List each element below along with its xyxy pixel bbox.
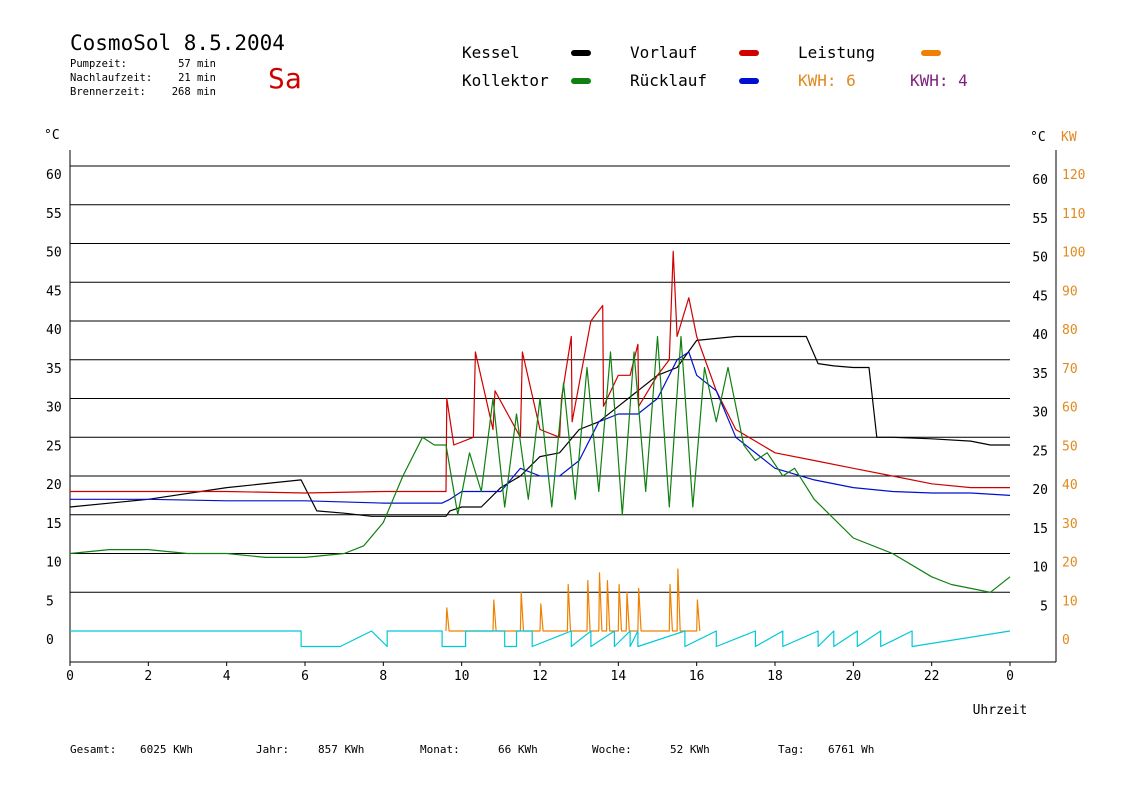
stat-value-brennerzeit: 268 min	[171, 86, 216, 98]
footer-label-tag: Tag:	[778, 743, 805, 756]
y2-tick-label-kw: 50	[1062, 439, 1078, 454]
y-tick-label-left: 50	[46, 246, 62, 261]
footer-label-gesamt: Gesamt:	[70, 743, 117, 756]
x-tick-label: 22	[924, 669, 940, 684]
y2-tick-label-kw: 10	[1062, 594, 1078, 609]
legend-swatch-ruecklauf	[739, 78, 759, 84]
footer-value-monat: 66 KWh	[498, 743, 538, 756]
y2-tick-label-kw: 30	[1062, 517, 1078, 532]
series-line-leistung	[445, 568, 701, 632]
x-tick-label: 14	[611, 669, 627, 684]
y-tick-label-left: 25	[46, 439, 62, 454]
y-tick-label-left: 35	[46, 362, 62, 377]
x-tick-label: 12	[532, 669, 548, 684]
footer-value-gesamt: 6025 KWh	[140, 743, 193, 756]
y-tick-label-left: 5	[46, 594, 54, 609]
y-tick-label-right: 5	[1040, 599, 1048, 614]
y-tick-label-right: 10	[1032, 561, 1048, 576]
x-tick-label: 0	[1006, 669, 1014, 684]
y2-tick-label-kw: 40	[1062, 478, 1078, 493]
y2-tick-label-kw: 110	[1062, 207, 1085, 222]
y-axis-unit-left: °C	[44, 128, 60, 143]
x-tick-label: 6	[301, 669, 309, 684]
y-tick-label-right: 35	[1032, 367, 1048, 382]
y2-tick-label-kw: 80	[1062, 323, 1078, 338]
y-tick-label-right: 50	[1032, 251, 1048, 266]
series-line-ruecklauf	[70, 351, 1011, 504]
x-tick-label: 8	[379, 669, 387, 684]
legend-kwh-leistung: KWH: 6	[798, 71, 856, 90]
y-tick-label-right: 60	[1032, 173, 1048, 188]
x-tick-label: 2	[144, 669, 152, 684]
y2-tick-label-kw: 120	[1062, 168, 1085, 183]
y2-tick-label-kw: 90	[1062, 284, 1078, 299]
x-tick-label: 18	[767, 669, 783, 684]
footer-label-monat: Monat:	[420, 743, 460, 756]
y-tick-label-left: 55	[46, 207, 62, 222]
y-tick-label-right: 40	[1032, 328, 1048, 343]
y2-axis-unit-kw: KW	[1061, 130, 1077, 145]
y-tick-label-left: 0	[46, 633, 54, 648]
legend-swatch-kessel	[571, 50, 591, 56]
y2-tick-label-kw: 0	[1062, 633, 1070, 648]
stat-label-brennerzeit: Brennerzeit:	[70, 86, 146, 98]
y2-tick-label-kw: 60	[1062, 401, 1078, 416]
x-axis-label: Uhrzeit	[973, 703, 1028, 718]
y-tick-label-left: 45	[46, 284, 62, 299]
y2-tick-label-kw: 70	[1062, 362, 1078, 377]
stat-label-pumpzeit: Pumpzeit:	[70, 58, 127, 70]
legend-label-ruecklauf: Rücklauf	[630, 71, 708, 90]
y-tick-label-left: 10	[46, 556, 62, 571]
y-tick-label-left: 40	[46, 323, 62, 338]
y-tick-label-left: 15	[46, 517, 62, 532]
y-tick-label-right: 20	[1032, 483, 1048, 498]
x-tick-label: 0	[66, 669, 74, 684]
footer-value-jahr: 857 KWh	[318, 743, 365, 756]
legend-swatch-leistung	[921, 50, 941, 56]
y2-tick-label-kw: 100	[1062, 246, 1085, 261]
y-tick-label-left: 20	[46, 478, 62, 493]
legend-kwh-kollektor: KWH: 4	[910, 71, 968, 90]
chart-title: CosmoSol 8.5.2004	[70, 31, 285, 55]
stat-label-nachlaufzeit: Nachlaufzeit:	[70, 72, 153, 84]
y-tick-label-right: 45	[1032, 289, 1048, 304]
x-tick-label: 20	[846, 669, 862, 684]
y-tick-label-right: 15	[1032, 522, 1048, 537]
footer-value-woche: 52 KWh	[670, 743, 710, 756]
legend-label-kollektor: Kollektor	[462, 71, 549, 90]
y-tick-label-right: 55	[1032, 212, 1048, 227]
x-tick-label: 16	[689, 669, 705, 684]
y-tick-label-left: 30	[46, 401, 62, 416]
y-tick-label-left: 60	[46, 168, 62, 183]
series-line-pumpe	[70, 630, 1011, 648]
stat-value-pumpzeit: 57 min	[178, 58, 216, 70]
y-tick-label-right: 30	[1032, 406, 1048, 421]
footer-label-jahr: Jahr:	[256, 743, 290, 756]
legend-label-leistung: Leistung	[798, 43, 876, 62]
y-axis-unit-right: °C	[1030, 130, 1046, 145]
y-tick-label-right: 25	[1032, 444, 1048, 459]
series-line-kollektor	[69, 335, 1011, 593]
weekday-label: Sa	[268, 62, 302, 95]
series-line-vorlauf	[70, 250, 1010, 494]
x-tick-label: 4	[223, 669, 231, 684]
legend-swatch-kollektor	[571, 78, 591, 84]
footer-value-tag: 6761 Wh	[828, 743, 875, 756]
legend-label-kessel: Kessel	[462, 43, 520, 62]
y2-tick-label-kw: 20	[1062, 556, 1078, 571]
x-tick-label: 10	[454, 669, 470, 684]
legend-label-vorlauf: Vorlauf	[630, 43, 698, 62]
legend-swatch-vorlauf	[739, 50, 759, 56]
stat-value-nachlaufzeit: 21 min	[178, 72, 216, 84]
footer-label-woche: Woche:	[592, 743, 632, 756]
